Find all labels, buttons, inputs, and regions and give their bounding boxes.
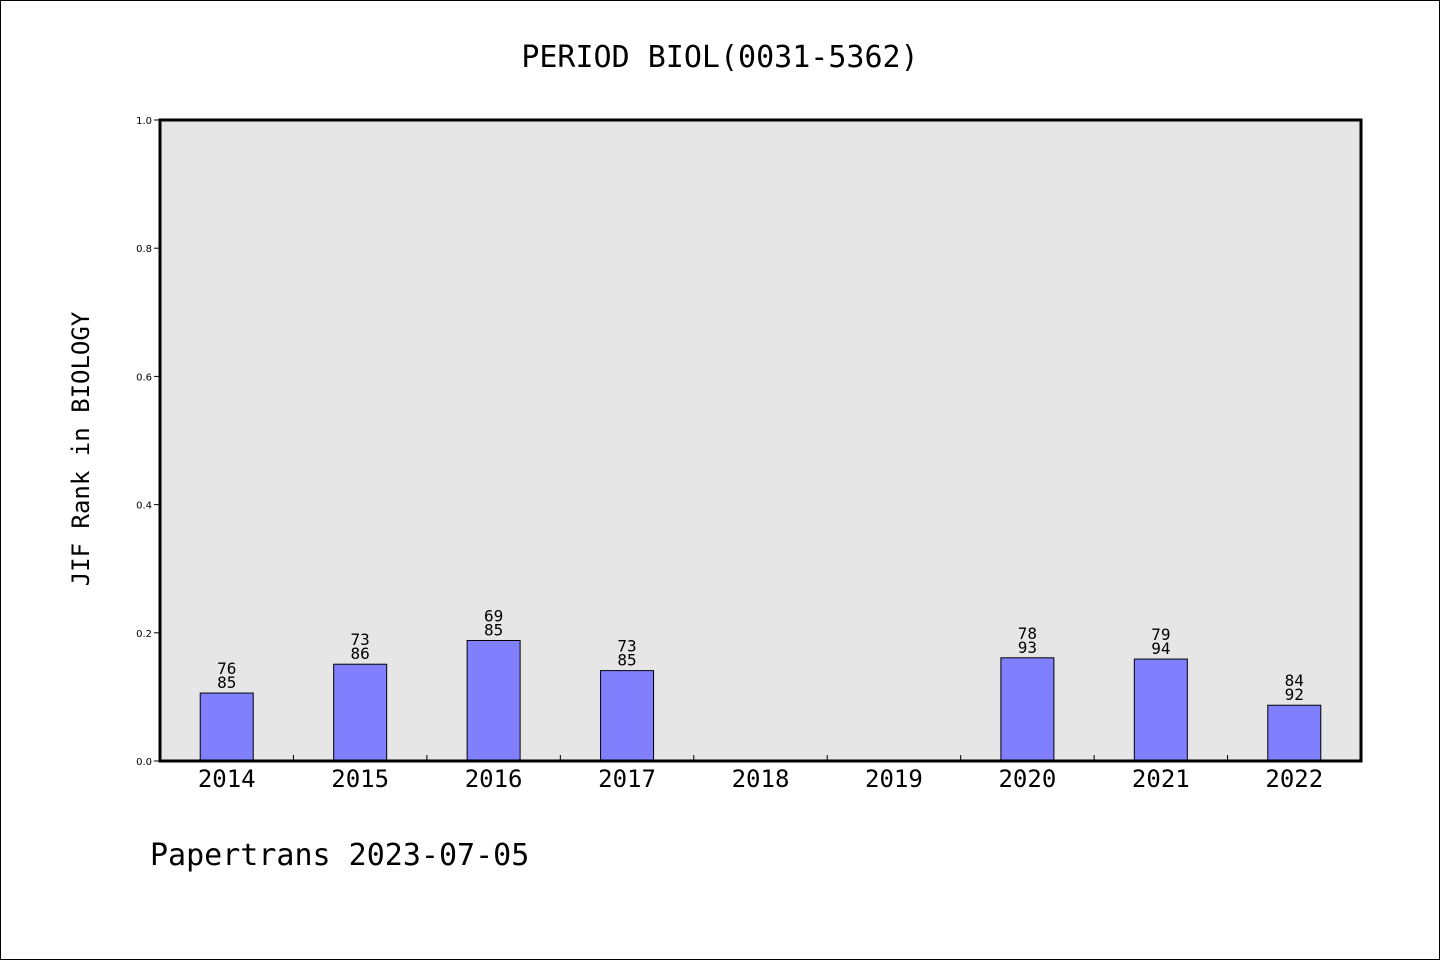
bar-rank-label: 73 bbox=[617, 637, 636, 656]
bar-rank-label: 79 bbox=[1151, 625, 1170, 644]
bar-total-label: 85 bbox=[617, 651, 636, 670]
x-tick-label: 2018 bbox=[732, 765, 790, 793]
bar bbox=[1133, 658, 1188, 762]
bar bbox=[466, 639, 521, 762]
bar bbox=[199, 692, 254, 762]
chart-title: PERIOD BIOL(0031-5362) bbox=[521, 40, 918, 75]
footer-text: Papertrans 2023-07-05 bbox=[150, 838, 529, 873]
bars bbox=[199, 639, 1322, 762]
plot-area bbox=[160, 120, 1361, 761]
bar-total-label: 93 bbox=[1018, 638, 1037, 657]
x-tick-label: 2015 bbox=[331, 765, 389, 793]
x-tick-label: 2016 bbox=[465, 765, 523, 793]
y-axis-label: JIF Rank in BIOLOGY bbox=[67, 311, 95, 586]
bar-total-label: 85 bbox=[217, 673, 236, 692]
bar bbox=[1267, 704, 1322, 762]
x-tick-label: 2014 bbox=[198, 765, 256, 793]
bar-rank-label: 76 bbox=[217, 659, 236, 678]
bar bbox=[600, 670, 655, 762]
x-tick-label: 2021 bbox=[1132, 765, 1190, 793]
plot-border bbox=[158, 118, 1363, 763]
bar-total-label: 94 bbox=[1151, 639, 1170, 658]
y-tick-label: 0.0 bbox=[136, 757, 152, 768]
y-tick-label: 0.8 bbox=[136, 244, 152, 255]
y-tick-label: 0.4 bbox=[136, 501, 152, 512]
y-axis: 0.0 0.2 0.4 0.6 0.8 1.0 bbox=[136, 116, 160, 768]
bar-rank-label: 78 bbox=[1018, 624, 1037, 643]
y-tick-label: 0.6 bbox=[136, 372, 152, 383]
x-axis: 2014 2015 2016 2017 2018 2019 2020 2021 2022 bbox=[198, 755, 1323, 793]
x-tick-label: 2020 bbox=[998, 765, 1056, 793]
x-tick-label: 2022 bbox=[1265, 765, 1323, 793]
bar-rank-label: 69 bbox=[484, 606, 503, 625]
bar-total-label: 86 bbox=[351, 644, 370, 663]
bar-rank-label: 73 bbox=[351, 630, 370, 649]
y-tick-label: 1.0 bbox=[136, 116, 152, 127]
bar-total-label: 92 bbox=[1285, 685, 1304, 704]
x-tick-label: 2017 bbox=[598, 765, 656, 793]
bar bbox=[1000, 657, 1055, 762]
bar-total-label: 85 bbox=[484, 620, 503, 639]
x-tick-label: 2019 bbox=[865, 765, 923, 793]
bar bbox=[333, 663, 388, 762]
y-tick-label: 0.2 bbox=[136, 629, 152, 640]
bar-rank-label: 84 bbox=[1285, 671, 1304, 690]
